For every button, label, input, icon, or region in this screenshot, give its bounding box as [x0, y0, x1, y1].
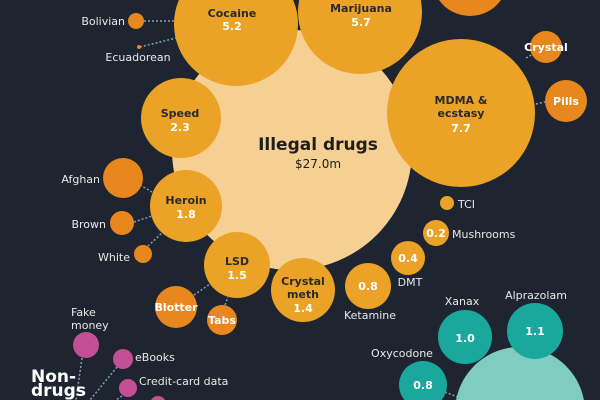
blotter-bubble: Blotter — [154, 286, 198, 328]
dmt-label: DMT — [398, 276, 423, 289]
svg-text:0.4: 0.4 — [398, 252, 418, 265]
lsd-bubble: LSD 1.5 — [204, 232, 270, 298]
white-bubble — [134, 245, 152, 263]
svg-text:MDMA &: MDMA & — [435, 94, 488, 107]
svg-text:Marijuana: Marijuana — [330, 2, 392, 15]
xanax-label: Xanax — [445, 295, 480, 308]
ketamine-label: Ketamine — [344, 309, 396, 322]
svg-text:2.3: 2.3 — [170, 121, 190, 134]
top-right-bubble — [439, 0, 501, 16]
tci-bubble — [440, 196, 454, 210]
non-drug-bubble-clipped — [151, 395, 165, 400]
tci-label: TCI — [457, 198, 475, 211]
prescription-main-bubble — [456, 346, 584, 400]
alprazolam-label: Alprazolam — [505, 289, 567, 302]
oxycodone-label: Oxycodone — [371, 347, 433, 360]
afghan-label: Afghan — [61, 173, 100, 186]
svg-text:0.2: 0.2 — [426, 227, 446, 240]
svg-text:Tabs: Tabs — [208, 314, 236, 327]
credit-card-data-label: Credit-card data — [139, 375, 228, 388]
speed-bubble: Speed 2.3 — [141, 78, 221, 158]
svg-text:Pills: Pills — [553, 95, 579, 108]
bolivian-label: Bolivian — [81, 15, 125, 28]
svg-text:Crystal: Crystal — [281, 275, 325, 288]
ecuadorean-bubble — [137, 45, 141, 49]
svg-text:5.2: 5.2 — [222, 20, 242, 33]
crystal-meth-bubble: Crystal meth 1.4 — [271, 258, 335, 322]
ketamine-bubble: 0.8 — [345, 263, 391, 309]
illegal-drugs-total: $27.0m — [295, 157, 341, 171]
illegal-drugs-title: Illegal drugs — [258, 135, 378, 155]
svg-text:Blotter: Blotter — [154, 301, 198, 314]
bolivian-bubble — [128, 13, 144, 29]
crystal-bubble: Crystal — [524, 31, 568, 63]
mushrooms-bubble: 0.2 — [423, 220, 449, 246]
afghan-bubble — [103, 158, 143, 198]
xanax-bubble: 1.0 — [438, 310, 492, 364]
non-drugs-title-line2: drugs — [31, 381, 86, 400]
svg-text:1.8: 1.8 — [176, 208, 196, 221]
svg-text:5.7: 5.7 — [351, 16, 371, 29]
brown-bubble — [110, 211, 134, 235]
svg-text:0.8: 0.8 — [413, 379, 433, 392]
ebooks-bubble — [113, 349, 133, 369]
non-drugs-title-line1: Non- — [31, 367, 76, 387]
alprazolam-bubble: 1.1 — [507, 303, 563, 359]
fake-money-bubble — [73, 332, 99, 358]
svg-text:1.5: 1.5 — [227, 269, 247, 282]
heroin-bubble: Heroin 1.8 — [150, 170, 222, 242]
svg-text:1.4: 1.4 — [293, 302, 313, 315]
oxycodone-bubble: 0.8 — [399, 361, 447, 400]
svg-text:Crystal: Crystal — [524, 41, 568, 54]
svg-text:Heroin: Heroin — [165, 194, 206, 207]
white-label: White — [98, 251, 130, 264]
fake-money-label-line2: money — [71, 319, 109, 332]
svg-text:LSD: LSD — [225, 255, 249, 268]
tabs-bubble: Tabs — [207, 305, 237, 335]
svg-text:meth: meth — [287, 288, 319, 301]
mdma-bubble: MDMA & ecstasy 7.7 — [387, 39, 535, 187]
brown-label: Brown — [71, 218, 106, 231]
svg-text:7.7: 7.7 — [451, 122, 471, 135]
svg-text:1.0: 1.0 — [455, 332, 475, 345]
ecuadorean-label: Ecuadorean — [105, 51, 170, 64]
marijuana-bubble: Marijuana 5.7 — [298, 0, 422, 74]
fake-money-label-line1: Fake — [71, 306, 96, 319]
svg-text:Cocaine: Cocaine — [208, 7, 257, 20]
svg-text:Speed: Speed — [161, 107, 200, 120]
pills-bubble: Pills — [545, 80, 587, 122]
ebooks-label: eBooks — [135, 351, 175, 364]
illegal-drugs-circle — [172, 30, 412, 270]
svg-text:0.8: 0.8 — [358, 280, 378, 293]
svg-text:ecstasy: ecstasy — [438, 107, 485, 120]
cocaine-bubble: Cocaine 5.2 — [174, 0, 298, 86]
dmt-bubble: 0.4 — [391, 241, 425, 275]
svg-text:1.1: 1.1 — [525, 325, 545, 338]
credit-card-data-bubble — [119, 379, 137, 397]
mushrooms-label: Mushrooms — [452, 228, 516, 241]
